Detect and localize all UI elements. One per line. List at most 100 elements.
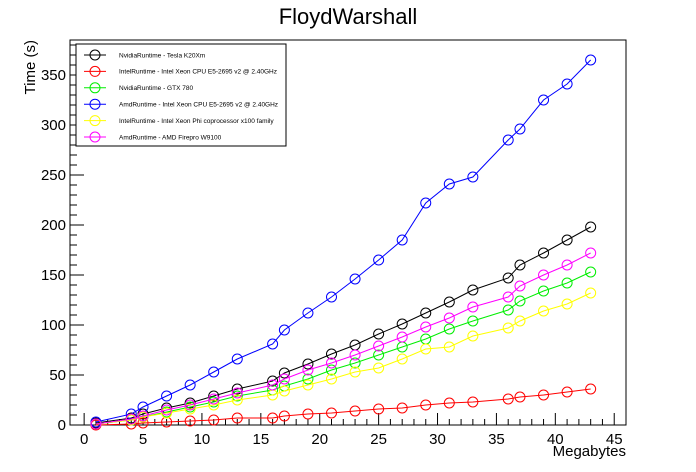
data-point — [278, 324, 290, 336]
data-point — [90, 418, 102, 430]
data-point — [208, 390, 220, 402]
data-point — [420, 399, 432, 411]
data-point — [184, 379, 196, 391]
x-tick-label: 5 — [139, 431, 147, 448]
data-point — [302, 379, 314, 391]
data-point — [514, 391, 526, 403]
data-point — [443, 296, 455, 308]
x-tick-label: 45 — [606, 431, 623, 448]
data-point — [208, 393, 220, 405]
data-point — [561, 386, 573, 398]
data-point — [561, 277, 573, 289]
data-point — [538, 305, 550, 317]
data-point — [420, 307, 432, 319]
data-point — [502, 322, 514, 334]
data-point — [514, 280, 526, 292]
data-point — [326, 291, 338, 303]
data-point — [467, 315, 479, 327]
data-point — [585, 287, 597, 299]
data-point — [538, 389, 550, 401]
data-point — [514, 315, 526, 327]
data-point — [502, 272, 514, 284]
data-point — [208, 414, 220, 426]
data-point — [184, 415, 196, 427]
series-line — [95, 292, 591, 425]
data-point — [267, 379, 279, 391]
data-point — [161, 390, 173, 402]
legend-label: AmdRuntime - AMD Firepro W9100 — [119, 134, 222, 141]
legend-entry: AmdRuntime - AMD Firepro W9100 — [84, 131, 222, 143]
data-point — [561, 234, 573, 246]
data-point — [538, 94, 550, 106]
data-point — [349, 349, 361, 361]
data-point — [502, 393, 514, 405]
data-point — [396, 331, 408, 343]
data-point — [373, 328, 385, 340]
data-point — [349, 405, 361, 417]
data-point — [502, 304, 514, 316]
series-line — [95, 388, 591, 426]
y-tick-label: 350 — [41, 67, 66, 84]
data-point — [514, 123, 526, 135]
x-tick-label: 0 — [80, 431, 88, 448]
series-line — [95, 226, 591, 424]
data-point — [137, 417, 149, 429]
data-point — [420, 197, 432, 209]
data-point — [349, 357, 361, 369]
legend-marker — [89, 82, 101, 94]
y-tick-label: 0 — [58, 417, 66, 434]
data-point — [467, 396, 479, 408]
chart-title: FloydWarshall — [279, 4, 418, 29]
data-point — [538, 247, 550, 259]
data-point — [278, 385, 290, 397]
data-point — [420, 321, 432, 333]
legend-entry: AmdRuntime - Intel Xeon CPU E5-2695 v2 @… — [84, 98, 278, 110]
x-tick-label: 15 — [252, 431, 269, 448]
data-point — [302, 408, 314, 420]
data-point — [443, 312, 455, 324]
series-line — [95, 271, 591, 425]
data-point — [396, 234, 408, 246]
series — [90, 54, 597, 428]
data-point — [561, 298, 573, 310]
y-tick-label: 150 — [41, 267, 66, 284]
data-point — [585, 221, 597, 233]
legend-label: AmdRuntime - Intel Xeon CPU E5-2695 v2 @… — [119, 102, 278, 109]
data-point — [326, 373, 338, 385]
legend-label: IntelRuntime - Intel Xeon CPU E5-2695 v2… — [119, 69, 277, 76]
data-point — [231, 383, 243, 395]
data-point — [538, 269, 550, 281]
data-point — [467, 301, 479, 313]
plot-frame — [69, 39, 627, 426]
legend-label: NvidiaRuntime - GTX 780 — [119, 85, 193, 92]
data-point — [208, 366, 220, 378]
data-point — [538, 285, 550, 297]
data-point — [184, 403, 196, 415]
data-point — [443, 178, 455, 190]
legend-marker — [89, 98, 101, 110]
data-point — [161, 407, 173, 419]
series — [90, 247, 597, 430]
data-point — [278, 367, 290, 379]
data-point — [326, 348, 338, 360]
data-point — [267, 338, 279, 350]
series — [90, 287, 597, 430]
data-point — [326, 364, 338, 376]
legend-label: IntelRuntime - Intel Xeon Phi coprocesso… — [119, 118, 274, 125]
data-point — [326, 407, 338, 419]
data-point — [161, 404, 173, 416]
data-point — [561, 78, 573, 90]
data-point — [267, 412, 279, 424]
x-tick-label: 40 — [547, 431, 564, 448]
data-point — [514, 259, 526, 271]
data-point — [302, 364, 314, 376]
x-tick-label: 25 — [370, 431, 387, 448]
data-point — [396, 402, 408, 414]
data-point — [231, 412, 243, 424]
data-point — [443, 323, 455, 335]
data-point — [467, 330, 479, 342]
legend-marker — [89, 65, 101, 77]
x-tick-label: 10 — [194, 431, 211, 448]
data-point — [302, 358, 314, 370]
